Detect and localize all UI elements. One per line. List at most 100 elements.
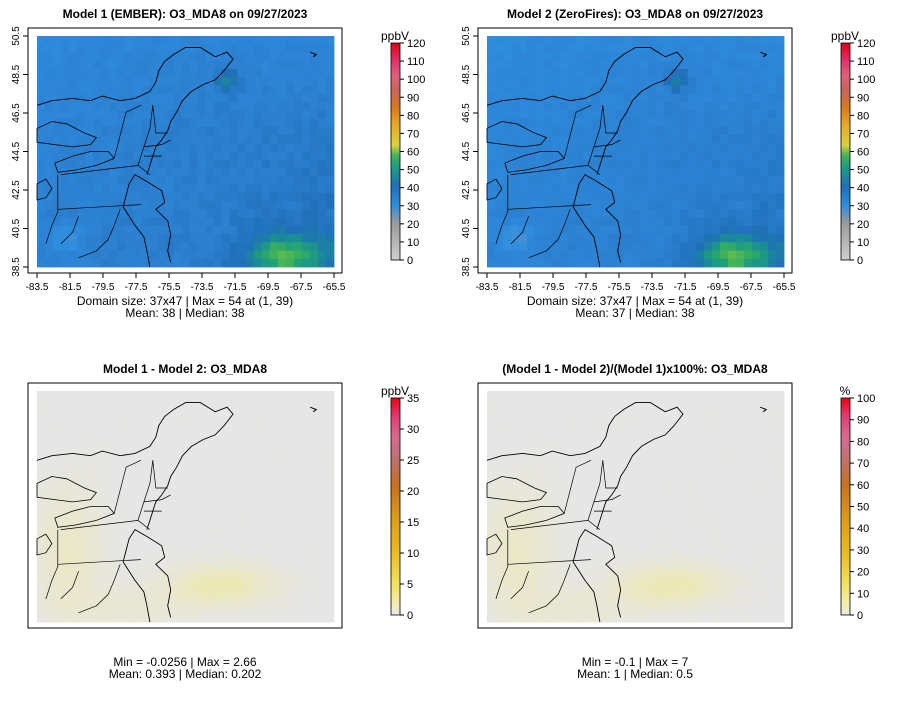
heatmap-cell <box>575 250 584 260</box>
heatmap-cell <box>325 201 335 210</box>
heatmap-cell <box>93 523 102 532</box>
heatmap-cell <box>197 234 206 243</box>
heatmap-cell <box>165 126 174 136</box>
heatmap-cell <box>495 514 504 524</box>
heatmap-cell <box>141 168 150 177</box>
heatmap-cell <box>511 589 520 598</box>
colorbar-tick-label: 110 <box>857 56 875 68</box>
heatmap-cell <box>567 448 576 458</box>
heatmap-cell <box>277 77 287 86</box>
heatmap-cell <box>527 201 536 210</box>
heatmap-cell <box>173 498 182 507</box>
heatmap-cell <box>253 391 263 400</box>
heatmap-cell <box>117 69 126 78</box>
heatmap-cell <box>687 547 697 557</box>
heatmap-cell <box>157 523 166 532</box>
x-tick-label: -77.5 <box>575 282 598 293</box>
heatmap-cell <box>695 399 705 408</box>
colorbar-tick-label: 60 <box>857 147 869 159</box>
heatmap-cell <box>527 556 536 565</box>
lake-outline-2 <box>36 533 53 556</box>
heatmap-cell <box>511 597 520 606</box>
heatmap-cell <box>727 465 737 474</box>
colorbar-tick-label: 10 <box>857 588 869 600</box>
heatmap-cell <box>751 250 761 260</box>
heatmap-cell <box>695 192 705 202</box>
heatmap-cell <box>503 448 512 458</box>
heatmap-cell <box>181 258 190 268</box>
heatmap-cell <box>519 407 528 417</box>
heatmap-cell <box>775 118 785 128</box>
heatmap-cell <box>109 440 118 450</box>
heatmap-cell <box>301 481 311 491</box>
heatmap-cell <box>671 209 681 218</box>
heatmap-cell <box>293 60 303 70</box>
heatmap-cell <box>245 60 255 70</box>
heatmap-cell <box>285 564 295 573</box>
heatmap-cell <box>109 209 118 218</box>
heatmap-cell <box>735 448 745 458</box>
heatmap-cell <box>615 490 624 499</box>
heatmap-cell <box>173 432 182 441</box>
heatmap-cell <box>751 225 761 235</box>
heatmap-cell <box>567 498 576 507</box>
heatmap-cell <box>221 457 231 466</box>
heatmap-cell <box>551 217 560 227</box>
heatmap-cell <box>133 168 142 177</box>
heatmap-cell <box>583 407 592 417</box>
heatmap-cell <box>551 572 560 582</box>
heatmap-cell <box>213 547 223 557</box>
heatmap-cells <box>487 391 785 623</box>
heatmap-cell <box>495 159 504 169</box>
heatmap-cell <box>317 448 327 458</box>
colorbar-unit: % <box>840 384 851 398</box>
heatmap-cell <box>615 564 624 573</box>
heatmap-cell <box>727 580 737 590</box>
coastline <box>122 173 172 268</box>
heatmap-cell <box>69 415 78 425</box>
heatmap-cell <box>285 473 295 483</box>
heatmap-cell <box>325 209 335 218</box>
heatmap-cell <box>735 613 745 623</box>
heatmap-cell <box>53 250 62 260</box>
heatmap-cell <box>189 407 198 417</box>
heatmap-cell <box>85 93 94 103</box>
heatmap-cell <box>125 597 134 606</box>
heatmap-cell <box>173 151 182 161</box>
heatmap-cell <box>487 242 496 251</box>
heatmap-cell <box>205 424 214 433</box>
heatmap-cell <box>269 531 279 540</box>
heatmap-cell <box>543 126 552 136</box>
heatmap-cell <box>495 481 504 491</box>
heatmap-cell <box>687 424 697 433</box>
heatmap-cell <box>69 250 78 260</box>
heatmap-cell <box>101 539 110 549</box>
heatmap-cell <box>277 391 287 400</box>
heatmap-cell <box>285 102 295 111</box>
heatmap-cell <box>37 424 46 433</box>
heatmap-cell <box>101 391 110 400</box>
heatmap-cell <box>751 135 761 144</box>
heatmap-cell <box>647 556 656 565</box>
heatmap-cell <box>253 589 263 598</box>
heatmap-cell <box>285 52 295 62</box>
heatmap-cell <box>583 432 592 441</box>
heatmap-cell <box>487 110 496 119</box>
heatmap-cell <box>559 151 568 161</box>
heatmap-cell <box>631 448 640 458</box>
heatmap-cell <box>277 556 287 565</box>
heatmap-cell <box>687 168 697 177</box>
heatmap-cell <box>205 52 214 62</box>
heatmap-cell <box>93 465 102 474</box>
heatmap-cell <box>495 217 504 227</box>
heatmap-cell <box>687 498 697 507</box>
heatmap-cell <box>293 159 303 169</box>
heatmap-cell <box>487 93 496 103</box>
heatmap-cell <box>599 531 608 540</box>
heatmap-cell <box>109 432 118 441</box>
heatmap-cell <box>293 192 303 202</box>
heatmap-cell <box>101 60 110 70</box>
heatmap-cell <box>655 531 664 540</box>
heatmap-cell <box>77 589 86 598</box>
heatmap-cell <box>711 234 721 243</box>
